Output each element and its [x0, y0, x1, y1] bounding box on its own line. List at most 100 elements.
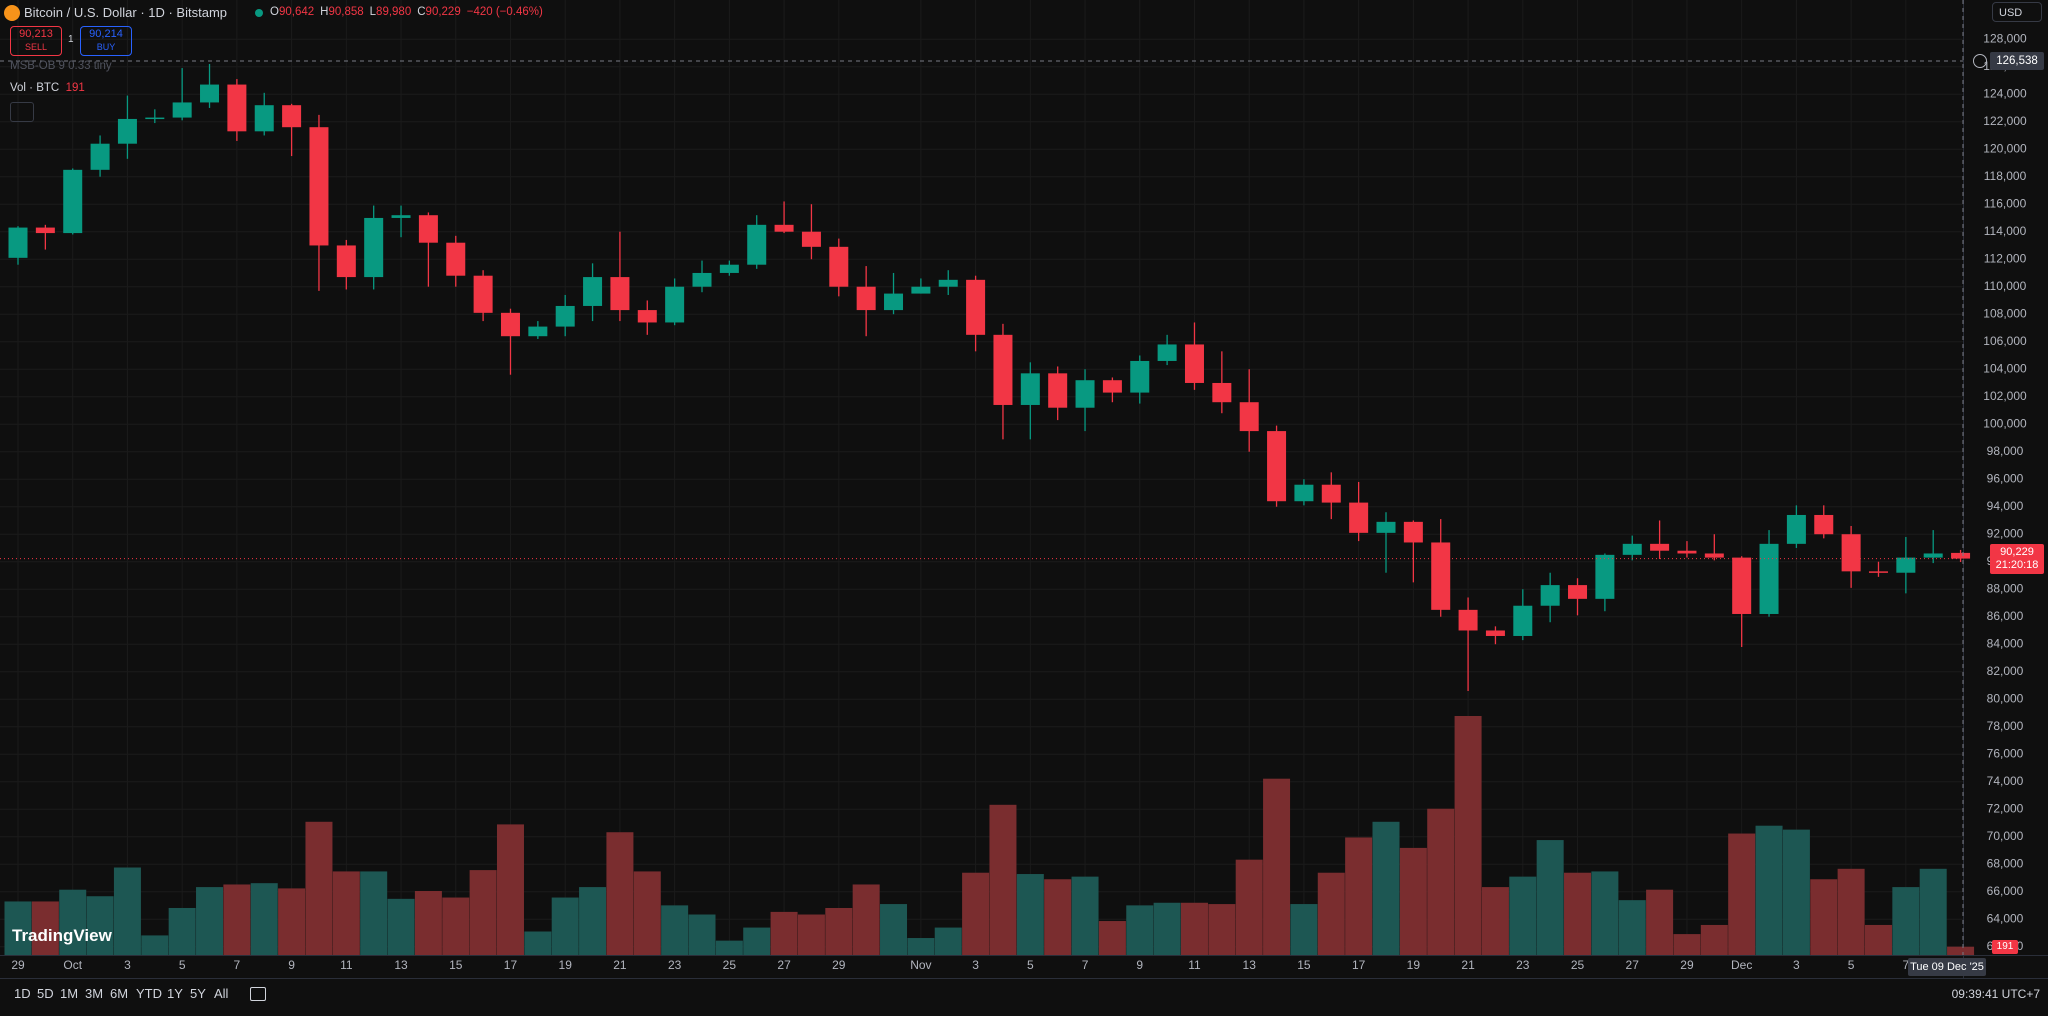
range-button[interactable]: 1D: [14, 986, 31, 1001]
volume-bar: [770, 911, 798, 955]
candle-body: [446, 242, 466, 276]
range-button[interactable]: 1M: [60, 986, 79, 1001]
currency-button[interactable]: USD: [1992, 2, 2042, 22]
range-button[interactable]: 6M: [110, 986, 129, 1001]
last-price-badge: 90,229 21:20:18: [1990, 543, 2044, 574]
collapse-button[interactable]: [10, 102, 34, 122]
x-tick-label: 11: [1188, 958, 1201, 972]
volume-bar: [1235, 859, 1263, 955]
candle-body: [1759, 543, 1779, 614]
volume-bar: [1591, 871, 1619, 955]
crosshair-date: Tue 09 Dec '25: [1908, 958, 1986, 976]
ohlc-value: 89,980: [376, 6, 412, 18]
volume-legend[interactable]: Vol · BTC 191: [10, 82, 85, 94]
candle-body: [200, 84, 220, 103]
candle-body: [1048, 373, 1068, 408]
volume-bar: [633, 871, 661, 955]
volume-bar: [1098, 921, 1126, 955]
crosshair-price: 126,538: [1990, 52, 2044, 70]
volume-bar: [1372, 821, 1400, 955]
volume-bar: [907, 938, 935, 955]
x-tick-label: 11: [340, 958, 353, 972]
candle-body: [637, 310, 657, 323]
range-button[interactable]: YTD: [136, 986, 162, 1001]
x-tick-label: Oct: [63, 958, 82, 972]
y-tick-label: 84,000: [1987, 636, 2024, 650]
volume-bar: [743, 927, 771, 955]
market-status[interactable]: [255, 9, 263, 17]
candle-body: [1677, 550, 1697, 554]
grid: [0, 0, 1963, 955]
x-tick-label: 9: [1136, 958, 1143, 972]
candle-body: [336, 245, 356, 278]
candle-body: [1595, 554, 1615, 599]
candle-body: [1485, 630, 1505, 636]
volume-bar: [661, 905, 689, 955]
range-button[interactable]: 3M: [85, 986, 104, 1001]
candle-body: [1650, 543, 1670, 551]
indicator-label[interactable]: MSB-OB 9 0.33 tiny: [10, 60, 112, 72]
range-button[interactable]: 5D: [37, 986, 54, 1001]
candle-body: [1841, 534, 1861, 572]
candle-body: [856, 286, 876, 311]
symbol-title[interactable]: Bitcoin / U.S. Dollar · 1D · Bitstamp: [24, 5, 227, 20]
volume-bar: [606, 832, 634, 955]
candle-body: [966, 279, 986, 335]
candle-body: [610, 277, 630, 311]
candle-body: [418, 215, 438, 243]
symbol-icon: [4, 5, 20, 21]
range-button[interactable]: 1Y: [167, 986, 183, 1001]
volume-bar: [387, 898, 415, 955]
volume-bar: [1782, 829, 1810, 955]
brand-logo[interactable]: TradingView: [12, 926, 112, 945]
x-tick-label: 19: [559, 958, 573, 972]
range-button[interactable]: All: [214, 986, 229, 1001]
add-alert-icon[interactable]: [1973, 54, 1987, 68]
candle-body: [1130, 360, 1150, 393]
candle-body: [774, 224, 794, 232]
x-tick-label: 3: [124, 958, 131, 972]
candle-body: [1923, 553, 1943, 558]
sell-button[interactable]: 90,213 SELL: [10, 26, 62, 56]
volume-bar: [1208, 904, 1236, 955]
y-tick-label: 128,000: [1983, 31, 2027, 45]
candle-body: [747, 224, 767, 265]
volume-bar: [469, 870, 497, 955]
candle-body: [309, 127, 329, 246]
volume-bar: [332, 871, 360, 955]
date-range-icon[interactable]: [250, 987, 266, 1001]
ohlc-key: L: [369, 6, 377, 18]
volume-bar: [1618, 900, 1646, 955]
volume-bar: [989, 804, 1017, 955]
x-tick-label: Nov: [910, 958, 931, 972]
x-tick-label: 25: [1571, 958, 1585, 972]
y-tick-label: 108,000: [1983, 306, 2027, 320]
volume-bar: [1317, 872, 1345, 955]
candle-body: [145, 117, 165, 120]
volume-value: 191: [65, 82, 85, 94]
candle-body: [1157, 344, 1177, 361]
candle-body: [1212, 382, 1232, 403]
toolbar-divider: [0, 978, 2048, 979]
y-tick-label: 116,000: [1984, 196, 2027, 210]
clock[interactable]: 09:39:41 UTC+7: [1951, 987, 2040, 1001]
volume-bar: [4, 901, 32, 955]
buy-button[interactable]: 90,214 BUY: [80, 26, 132, 56]
y-tick-label: 102,000: [1983, 389, 2027, 403]
candle-body: [391, 215, 411, 218]
candle-body: [1622, 543, 1642, 555]
y-tick-label: 124,000: [1983, 86, 2027, 100]
y-tick-label: 106,000: [1983, 334, 2027, 348]
volume-bar: [86, 896, 114, 955]
y-tick-label: 82,000: [1987, 664, 2024, 678]
y-tick-label: 86,000: [1987, 609, 2024, 623]
range-button[interactable]: 5Y: [190, 986, 206, 1001]
last-price: 90,229: [2000, 545, 2034, 558]
x-tick-label: 17: [1352, 958, 1366, 972]
volume-bar: [1071, 876, 1099, 955]
volume-bar: [1509, 876, 1537, 955]
volume-bar: [1864, 924, 1892, 955]
candle-body: [1349, 502, 1369, 533]
candle-body: [555, 305, 575, 327]
buy-price: 90,214: [89, 28, 123, 40]
